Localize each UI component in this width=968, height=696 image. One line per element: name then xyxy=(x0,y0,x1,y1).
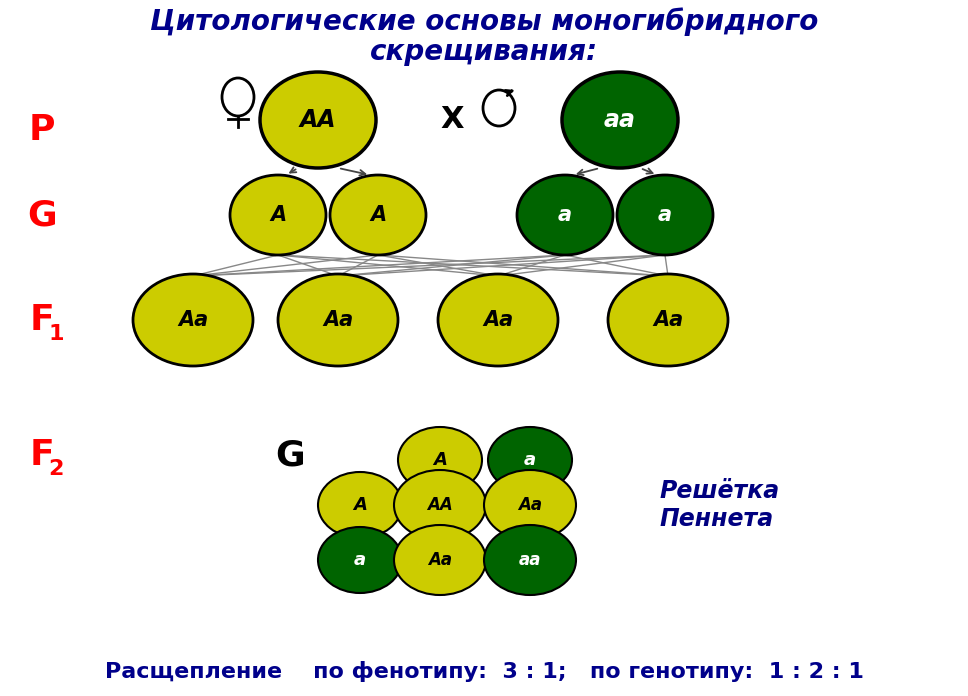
Ellipse shape xyxy=(230,175,326,255)
Text: AA: AA xyxy=(427,496,453,514)
Text: Aa: Aa xyxy=(483,310,513,330)
Text: G: G xyxy=(27,198,57,232)
Text: Aa: Aa xyxy=(428,551,452,569)
Text: Aa: Aa xyxy=(178,310,208,330)
Ellipse shape xyxy=(318,527,402,593)
Text: a: a xyxy=(524,451,536,469)
Text: Расщепление    по фенотипу:  3 : 1;   по генотипу:  1 : 2 : 1: Расщепление по фенотипу: 3 : 1; по генот… xyxy=(105,661,863,683)
Text: aa: aa xyxy=(604,108,636,132)
Text: A: A xyxy=(353,496,367,514)
Ellipse shape xyxy=(330,175,426,255)
Text: A: A xyxy=(370,205,386,225)
Text: A: A xyxy=(270,205,287,225)
Text: Решётка
Пеннета: Решётка Пеннета xyxy=(660,479,780,531)
Ellipse shape xyxy=(562,72,678,168)
Ellipse shape xyxy=(484,470,576,540)
Ellipse shape xyxy=(394,470,486,540)
Ellipse shape xyxy=(260,72,376,168)
Ellipse shape xyxy=(484,525,576,595)
Ellipse shape xyxy=(278,274,398,366)
Text: F: F xyxy=(30,303,54,337)
Ellipse shape xyxy=(517,175,613,255)
Text: a: a xyxy=(658,205,672,225)
Ellipse shape xyxy=(438,274,558,366)
Text: Цитологические основы моногибридного: Цитологические основы моногибридного xyxy=(150,8,818,36)
Text: a: a xyxy=(354,551,366,569)
Ellipse shape xyxy=(318,472,402,538)
Text: X: X xyxy=(440,106,464,134)
Text: Aa: Aa xyxy=(652,310,683,330)
Ellipse shape xyxy=(488,427,572,493)
Ellipse shape xyxy=(133,274,253,366)
Text: 2: 2 xyxy=(48,459,64,479)
Text: скрещивания:: скрещивания: xyxy=(370,38,598,66)
Text: Aa: Aa xyxy=(518,496,542,514)
Text: a: a xyxy=(558,205,572,225)
Text: G: G xyxy=(275,438,305,472)
Ellipse shape xyxy=(394,525,486,595)
Ellipse shape xyxy=(608,274,728,366)
Text: Aa: Aa xyxy=(323,310,353,330)
Text: A: A xyxy=(433,451,447,469)
Ellipse shape xyxy=(398,427,482,493)
Text: 1: 1 xyxy=(48,324,64,344)
Text: aa: aa xyxy=(519,551,541,569)
Ellipse shape xyxy=(617,175,713,255)
Text: F: F xyxy=(30,438,54,472)
Text: P: P xyxy=(29,113,55,147)
Text: AA: AA xyxy=(300,108,336,132)
